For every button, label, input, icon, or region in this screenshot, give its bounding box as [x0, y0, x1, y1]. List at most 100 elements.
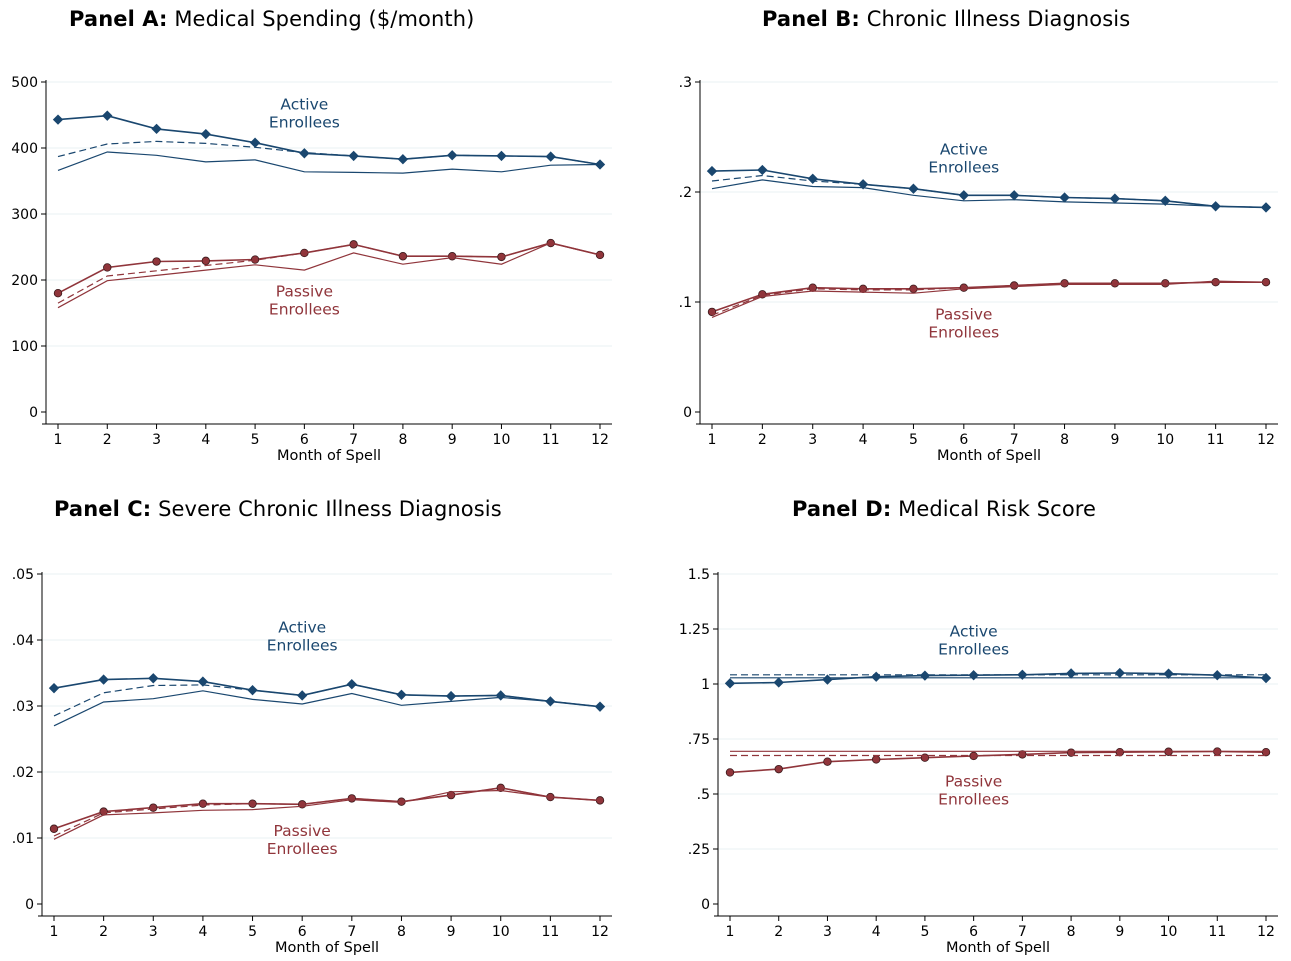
- x-tick-label: 4: [872, 924, 881, 940]
- x-tick-label: 4: [198, 924, 207, 940]
- x-tick-label: 6: [959, 432, 968, 448]
- y-tick-label: .03: [12, 699, 34, 715]
- passive-thin-line: [57, 242, 601, 309]
- y-tick-label: .5: [697, 787, 710, 803]
- passive-point: [1261, 748, 1271, 757]
- y-tick-label: .2: [679, 185, 692, 201]
- y-tick-label: 0: [683, 405, 692, 421]
- passive-point: [103, 263, 112, 272]
- passive-annotation-line: Passive: [945, 772, 1002, 790]
- x-tick-label: 12: [591, 924, 609, 940]
- panel-a-label: Panel A:: [69, 7, 168, 31]
- passive-point: [725, 768, 735, 777]
- active-marker-line: [53, 677, 601, 708]
- x-tick-label: 11: [1207, 432, 1225, 448]
- passive-annotation-line: Enrollees: [928, 324, 999, 342]
- passive-point: [1018, 750, 1027, 759]
- y-tick-label: .25: [688, 842, 710, 858]
- passive-point: [1115, 748, 1125, 757]
- active-point: [52, 114, 64, 125]
- passive-point: [53, 289, 63, 298]
- x-axis-title: Month of Spell: [275, 940, 379, 956]
- x-tick-label: 1: [726, 924, 735, 940]
- passive-point: [707, 307, 717, 317]
- x-tick-label: 3: [823, 924, 832, 940]
- x-tick-label: 7: [349, 432, 358, 448]
- passive-point: [808, 283, 817, 292]
- y-tick-label: 0: [29, 405, 38, 421]
- active-dashed-line: [53, 683, 601, 717]
- passive-point: [152, 257, 161, 266]
- active-point: [857, 179, 869, 190]
- x-tick-label: 11: [542, 432, 560, 448]
- panel-b-title: Panel B: Chronic Illness Diagnosis: [762, 7, 1130, 31]
- x-tick-label: 6: [300, 432, 309, 448]
- passive-annotation-line: Enrollees: [267, 840, 338, 858]
- active-point: [249, 137, 261, 148]
- active-thin-line: [57, 151, 601, 174]
- x-tick-label: 7: [1010, 432, 1019, 448]
- active-annotation-line: Active: [940, 141, 988, 159]
- passive-dashed-line: [57, 242, 601, 304]
- active-annotation-line: Active: [278, 619, 326, 637]
- x-tick-label: 3: [808, 432, 817, 448]
- active-point: [871, 671, 882, 682]
- panel-a-title: Panel A: Medical Spending ($/month): [69, 7, 474, 31]
- x-tick-label: 5: [909, 432, 918, 448]
- passive-annotation-line: Passive: [276, 283, 333, 301]
- passive-thin-line: [711, 280, 1267, 318]
- passive-point: [49, 824, 59, 833]
- x-tick-label: 2: [103, 432, 112, 448]
- panel-b-title-text: Chronic Illness Diagnosis: [866, 7, 1131, 31]
- x-tick-label: 4: [201, 432, 210, 448]
- active-dashed-line: [57, 140, 601, 166]
- active-point: [148, 673, 159, 684]
- y-tick-label: 400: [11, 141, 38, 157]
- x-tick-label: 7: [347, 924, 356, 940]
- passive-point: [201, 256, 211, 266]
- active-point: [48, 683, 60, 694]
- y-tick-label: 500: [11, 75, 38, 91]
- x-axis-title: Month of Spell: [277, 448, 381, 464]
- active-annotation-line: Active: [280, 96, 328, 114]
- active-point: [98, 674, 109, 685]
- y-tick-label: .1: [679, 295, 692, 311]
- x-tick-label: 3: [149, 924, 158, 940]
- passive-marker-line: [729, 750, 1267, 774]
- active-point: [773, 677, 784, 688]
- active-point: [1065, 668, 1077, 679]
- x-tick-label: 2: [774, 924, 783, 940]
- x-tick-label: 1: [50, 924, 59, 940]
- panel-c-label: Panel C:: [54, 497, 152, 521]
- x-tick-label: 5: [251, 432, 260, 448]
- x-tick-label: 2: [758, 432, 767, 448]
- x-tick-label: 5: [920, 924, 929, 940]
- panel-c-title: Panel C: Severe Chronic Illness Diagnosi…: [54, 497, 502, 521]
- y-tick-label: 1.25: [679, 622, 710, 638]
- panel-a-title-text: Medical Spending ($/month): [174, 7, 475, 31]
- x-tick-label: 5: [248, 924, 257, 940]
- y-tick-label: 0: [25, 897, 34, 913]
- x-tick-label: 8: [397, 924, 406, 940]
- active-point: [919, 670, 931, 681]
- x-tick-label: 12: [1257, 432, 1275, 448]
- y-tick-label: .05: [12, 567, 34, 583]
- passive-point: [349, 240, 358, 249]
- y-tick-label: 200: [11, 273, 38, 289]
- active-point: [197, 676, 209, 687]
- passive-point: [871, 755, 881, 764]
- panel-d-title-text: Medical Risk Score: [898, 497, 1097, 521]
- active-point: [822, 674, 833, 685]
- y-tick-label: 300: [11, 207, 38, 223]
- active-point: [706, 165, 718, 177]
- active-point: [445, 690, 457, 702]
- active-dashed-line: [711, 174, 1267, 208]
- active-point: [1163, 668, 1174, 679]
- x-tick-label: 10: [492, 924, 510, 940]
- passive-point: [823, 757, 832, 766]
- x-tick-label: 8: [1060, 432, 1069, 448]
